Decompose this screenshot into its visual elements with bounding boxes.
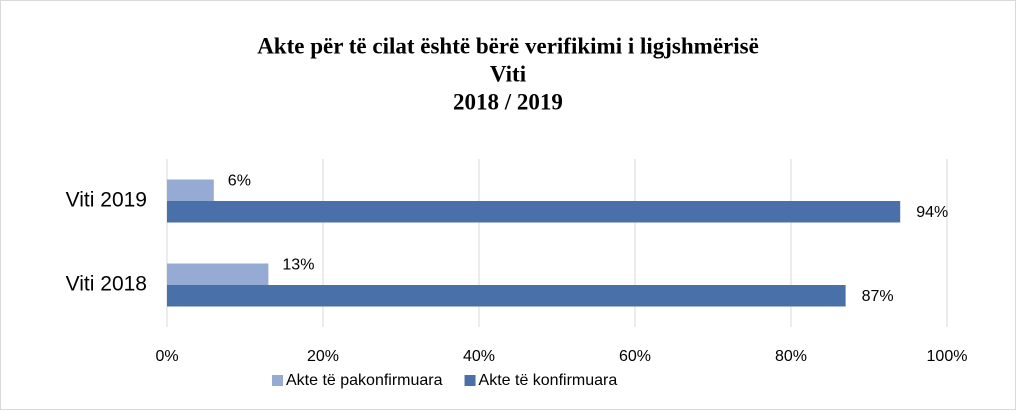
chart-title: Akte për të cilat është bërë verifikimi …: [257, 33, 759, 58]
legend-swatch: [272, 375, 283, 386]
bar: [167, 285, 846, 307]
x-tick-label: 40%: [463, 348, 495, 365]
chart-title: 2018 / 2019: [453, 89, 563, 114]
legend-label: Akte të pakonfirmuara: [286, 372, 443, 389]
data-label: 94%: [916, 204, 948, 221]
chart-title: Viti: [490, 61, 527, 86]
x-tick-label: 80%: [775, 348, 807, 365]
category-label: Viti 2019: [66, 189, 147, 212]
bar: [167, 179, 214, 201]
data-label: 13%: [282, 257, 314, 274]
bar: [167, 263, 269, 285]
data-label: 87%: [862, 288, 894, 305]
bar: [167, 201, 901, 223]
x-tick-label: 60%: [619, 348, 651, 365]
data-label: 6%: [228, 173, 251, 190]
x-tick-label: 100%: [927, 348, 968, 365]
legend-label: Akte të konfirmuara: [479, 372, 618, 389]
legend-swatch: [464, 375, 476, 386]
x-tick-label: 0%: [155, 348, 178, 365]
category-label: Viti 2018: [66, 273, 147, 296]
x-tick-label: 20%: [307, 348, 339, 365]
